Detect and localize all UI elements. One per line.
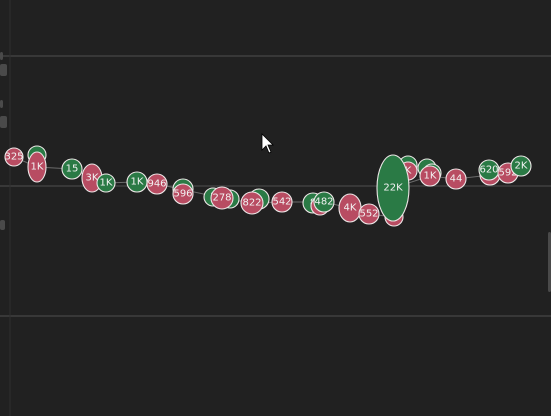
bubble-shape[interactable] — [510, 155, 532, 177]
bubble-shape[interactable] — [146, 173, 168, 195]
bubble-shape[interactable] — [358, 203, 380, 225]
bubble-946-red[interactable]: 946 — [146, 173, 168, 195]
bubble-542-red[interactable]: 542 — [271, 191, 293, 213]
bubble-482-green[interactable]: 482 — [313, 191, 335, 213]
bubble-822-red[interactable]: 822 — [240, 191, 264, 215]
bubble-1K-red[interactable]: 1K — [27, 151, 47, 183]
bubble-552-red[interactable]: 552 — [358, 203, 380, 225]
bubble-shape[interactable] — [419, 165, 441, 187]
mouse-pointer-icon — [261, 133, 274, 154]
bubble-shape[interactable] — [96, 173, 116, 193]
scrollbar-thumb[interactable] — [548, 232, 551, 292]
side-handle[interactable] — [0, 220, 5, 230]
bubble-278-red[interactable]: 278 — [210, 186, 234, 210]
bubble-15-green[interactable]: 15 — [61, 158, 83, 180]
bubble-1K-red[interactable]: 1K — [419, 165, 441, 187]
bubble-44-red[interactable]: 44 — [445, 168, 467, 190]
bubble-2K-green[interactable]: 2K — [510, 155, 532, 177]
bubble-325-red[interactable]: 325 — [4, 147, 24, 167]
bubble-shape[interactable] — [210, 186, 234, 210]
bubble-shape[interactable] — [271, 191, 293, 213]
bubble-1K-green[interactable]: 1K — [126, 171, 148, 193]
bubble-22K-green[interactable]: 22K — [376, 154, 410, 222]
bubble-620-green[interactable]: 620 — [478, 159, 500, 181]
bubble-shape[interactable] — [445, 168, 467, 190]
side-handle[interactable] — [0, 100, 3, 108]
side-handle[interactable] — [0, 52, 3, 60]
bubble-shape[interactable] — [376, 154, 410, 222]
side-handle[interactable] — [0, 116, 7, 128]
bubble-shape[interactable] — [338, 193, 362, 223]
bubble-shape[interactable] — [61, 158, 83, 180]
bubble-shape[interactable] — [4, 147, 24, 167]
bubble-596-red[interactable]: 596 — [172, 183, 194, 205]
bubble-shape[interactable] — [313, 191, 335, 213]
bubble-shape[interactable] — [126, 171, 148, 193]
bubble-shape[interactable] — [27, 151, 47, 183]
bubble-1K-green[interactable]: 1K — [96, 173, 116, 193]
bubble-shape[interactable] — [240, 191, 264, 215]
bubble-4K-red[interactable]: 4K — [338, 193, 362, 223]
bubble-shape[interactable] — [478, 159, 500, 181]
side-handle[interactable] — [0, 64, 7, 76]
bubble-shape[interactable] — [172, 183, 194, 205]
